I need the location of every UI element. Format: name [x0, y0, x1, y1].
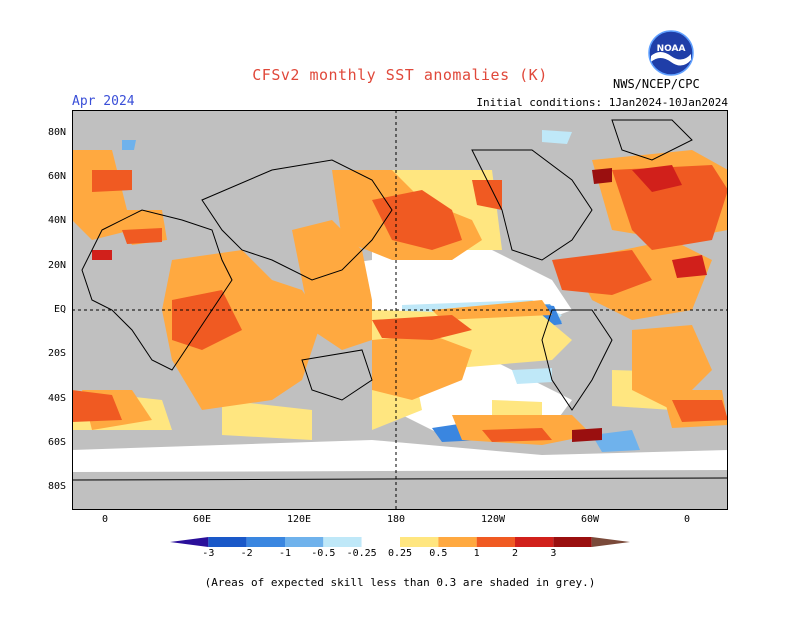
color-scale-label: 3: [550, 548, 557, 559]
lon-label: 120E: [286, 514, 312, 525]
forecast-month: Apr 2024: [72, 94, 135, 109]
north-america-coast: [471, 149, 593, 261]
color-scale-swatch: [553, 537, 592, 547]
color-scale-swatch: [246, 537, 285, 547]
color-scale-label: -0.25: [346, 548, 377, 559]
color-scale-label: -0.5: [311, 548, 336, 559]
color-scale-swatch: [476, 537, 515, 547]
color-scale-swatch: [323, 537, 362, 547]
color-scale-swatch: [285, 537, 324, 547]
lat-label: 80S: [47, 481, 66, 492]
lon-label: 120W: [480, 514, 506, 525]
lat-label: 20S: [47, 348, 66, 359]
asia-coast: [201, 159, 393, 281]
warm-strong-anomalies: [72, 165, 728, 442]
noaa-logo-text: NOAA: [657, 44, 686, 54]
sst-anomaly-map: [72, 110, 728, 510]
map-frame: [72, 110, 728, 510]
color-scale-label: 0.25: [387, 548, 413, 559]
lon-label: 60W: [580, 514, 600, 525]
skill-footnote: (Areas of expected skill less than 0.3 a…: [204, 576, 596, 589]
antarctica-coast: [72, 477, 728, 481]
lat-label: 60S: [47, 437, 66, 448]
color-scale-swatch: [400, 537, 439, 547]
lon-label: 0: [683, 514, 691, 525]
australia-coast: [301, 349, 373, 401]
lat-label: EQ: [53, 304, 66, 315]
color-scale-swatch: [438, 537, 477, 547]
color-scale-swatch: [591, 537, 630, 547]
lat-label: 60N: [47, 171, 66, 182]
color-scale-bar: [170, 537, 630, 547]
lat-label: 20N: [47, 260, 66, 271]
color-scale-label: -3: [202, 548, 215, 559]
noaa-wave: [651, 52, 691, 66]
lon-label: 0: [101, 514, 109, 525]
color-scale-swatch: [208, 537, 247, 547]
initial-conditions: Initial conditions: 1Jan2024-10Jan2024: [476, 96, 728, 109]
color-scale-label: 0.5: [429, 548, 448, 559]
coastlines: [72, 119, 728, 481]
agency-label: NWS/NCEP/CPC: [613, 77, 700, 91]
color-scale-swatch: [515, 537, 554, 547]
lat-label: 40N: [47, 215, 66, 226]
lon-label: 60E: [192, 514, 212, 525]
map-title: CFSv2 monthly SST anomalies (K): [252, 66, 548, 84]
africa-europe-coast: [81, 209, 233, 371]
warm-extreme-anomalies: [92, 165, 707, 442]
color-scale-label: -2: [240, 548, 253, 559]
lat-label: 80N: [47, 127, 66, 138]
lat-label: 40S: [47, 393, 66, 404]
color-scale-label: -1: [278, 548, 292, 559]
color-scale-swatch: [361, 537, 400, 547]
lon-label: 180: [386, 514, 406, 525]
noaa-logo: NOAA: [648, 30, 694, 76]
color-scale-swatch: [170, 537, 209, 547]
south-america-coast: [541, 309, 613, 411]
color-scale-label: 2: [511, 548, 519, 559]
greenland-coast: [611, 119, 693, 161]
color-scale-label: 1: [473, 548, 480, 559]
